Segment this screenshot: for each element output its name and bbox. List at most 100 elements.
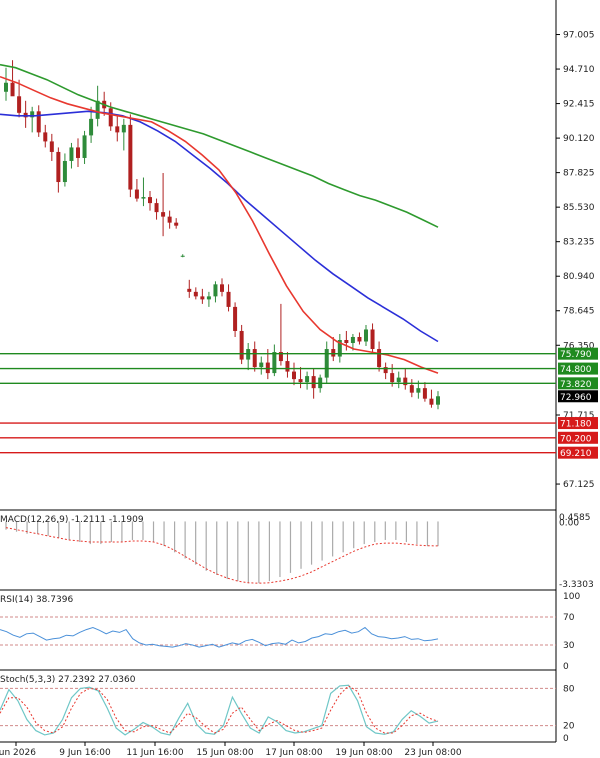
candle-body (43, 132, 48, 142)
macd-zero-label: 0.00 (559, 518, 579, 528)
support-level-tag (558, 362, 598, 375)
candle (69, 142, 74, 169)
candle-body (148, 197, 152, 204)
candle-body (174, 222, 179, 226)
current-price-label: 72.960 (560, 393, 592, 403)
candle-body (82, 135, 87, 158)
candle-body (331, 349, 336, 357)
candle (95, 85, 100, 127)
rsi-line (0, 626, 439, 648)
candle (76, 138, 80, 167)
candle-body (193, 291, 198, 297)
candle-body (89, 118, 94, 136)
time-axis-label: 15 Jun 08:00 (196, 748, 253, 758)
candle (331, 336, 336, 362)
support-level-tag (558, 377, 598, 390)
candle (180, 254, 185, 258)
candle-body (403, 377, 408, 386)
candle-body (167, 216, 172, 223)
candle (141, 177, 146, 207)
candle-body (285, 361, 290, 372)
candle (17, 79, 22, 118)
candle (292, 362, 296, 386)
candle-body (390, 373, 395, 383)
candle-body (239, 330, 244, 360)
candle (187, 279, 192, 298)
candle-body (278, 352, 283, 362)
candle-body (108, 108, 113, 127)
price-tick-label: 92.415 (563, 100, 595, 110)
stoch-tick-label: 80 (563, 684, 575, 694)
price-tick-label: 97.005 (563, 31, 595, 41)
candle (226, 284, 231, 312)
price-tick-label: 83.235 (563, 238, 595, 248)
price-tick-label: 80.940 (563, 272, 595, 282)
candle (43, 124, 48, 148)
current-price-tag (558, 390, 598, 403)
candle-body (324, 349, 329, 378)
candle (409, 379, 414, 398)
candle (154, 198, 159, 220)
macd-title: MACD(12,26,9) -1.2111 -1.1909 (0, 515, 144, 525)
candle (403, 368, 408, 390)
candle (377, 341, 382, 372)
candle-body (259, 362, 264, 368)
candle-body (370, 329, 375, 350)
stoch-d-line (0, 685, 439, 734)
candle (357, 332, 362, 345)
candle-body (154, 203, 159, 213)
rsi-tick-label: 100 (563, 592, 580, 602)
time-axis-label: 19 Jun 08:00 (335, 748, 392, 758)
candle (246, 343, 251, 371)
candle-body (233, 306, 238, 331)
candle (259, 356, 264, 375)
stoch-tick-label: 20 (563, 722, 575, 732)
time-axis-label: 23 Jun 08:00 (404, 748, 461, 758)
resistance-level-tag (558, 417, 598, 430)
stoch-tick-label: 0 (563, 734, 569, 744)
candle (56, 147, 61, 193)
candle-body (49, 141, 54, 152)
candle (49, 133, 54, 161)
candle-body (350, 336, 355, 344)
support-level-label: 73.820 (560, 380, 592, 390)
candle-body (17, 96, 22, 113)
candle-body (69, 147, 74, 161)
resistance-level-label: 70.200 (560, 434, 592, 444)
candle-body (187, 288, 192, 292)
price-tick-label: 90.120 (563, 134, 595, 144)
candle (396, 371, 401, 389)
candle-body (383, 367, 388, 374)
candle-body (265, 362, 270, 374)
candle (324, 341, 329, 384)
candle-body (115, 126, 120, 133)
candle-body (4, 82, 8, 92)
candle (436, 391, 440, 410)
candle (278, 303, 283, 366)
candle (167, 210, 172, 229)
candle (30, 106, 35, 133)
stoch-title: Stoch(5,3,3) 27.2392 27.0360 (0, 675, 136, 685)
stoch-k-line (0, 684, 439, 736)
candle (121, 118, 126, 151)
candle-body (213, 284, 218, 297)
candle (220, 278, 224, 297)
candle-body (292, 371, 296, 380)
candle-body (422, 388, 427, 399)
candle-body (121, 124, 126, 133)
resistance-level-tag (558, 431, 598, 444)
candle-body (62, 160, 67, 183)
time-axis-label: 17 Jun 08:00 (265, 748, 322, 758)
candle-body (416, 388, 421, 393)
candle-body (272, 352, 277, 374)
macd-bottom-label: -3.3303 (559, 580, 594, 590)
candle (82, 130, 87, 164)
candle (429, 389, 434, 408)
candle (344, 330, 349, 351)
price-tick-label: 78.645 (563, 307, 595, 317)
candle-body (377, 349, 382, 368)
candle-body (305, 376, 310, 383)
candle (23, 100, 28, 128)
candle-body (56, 151, 61, 183)
